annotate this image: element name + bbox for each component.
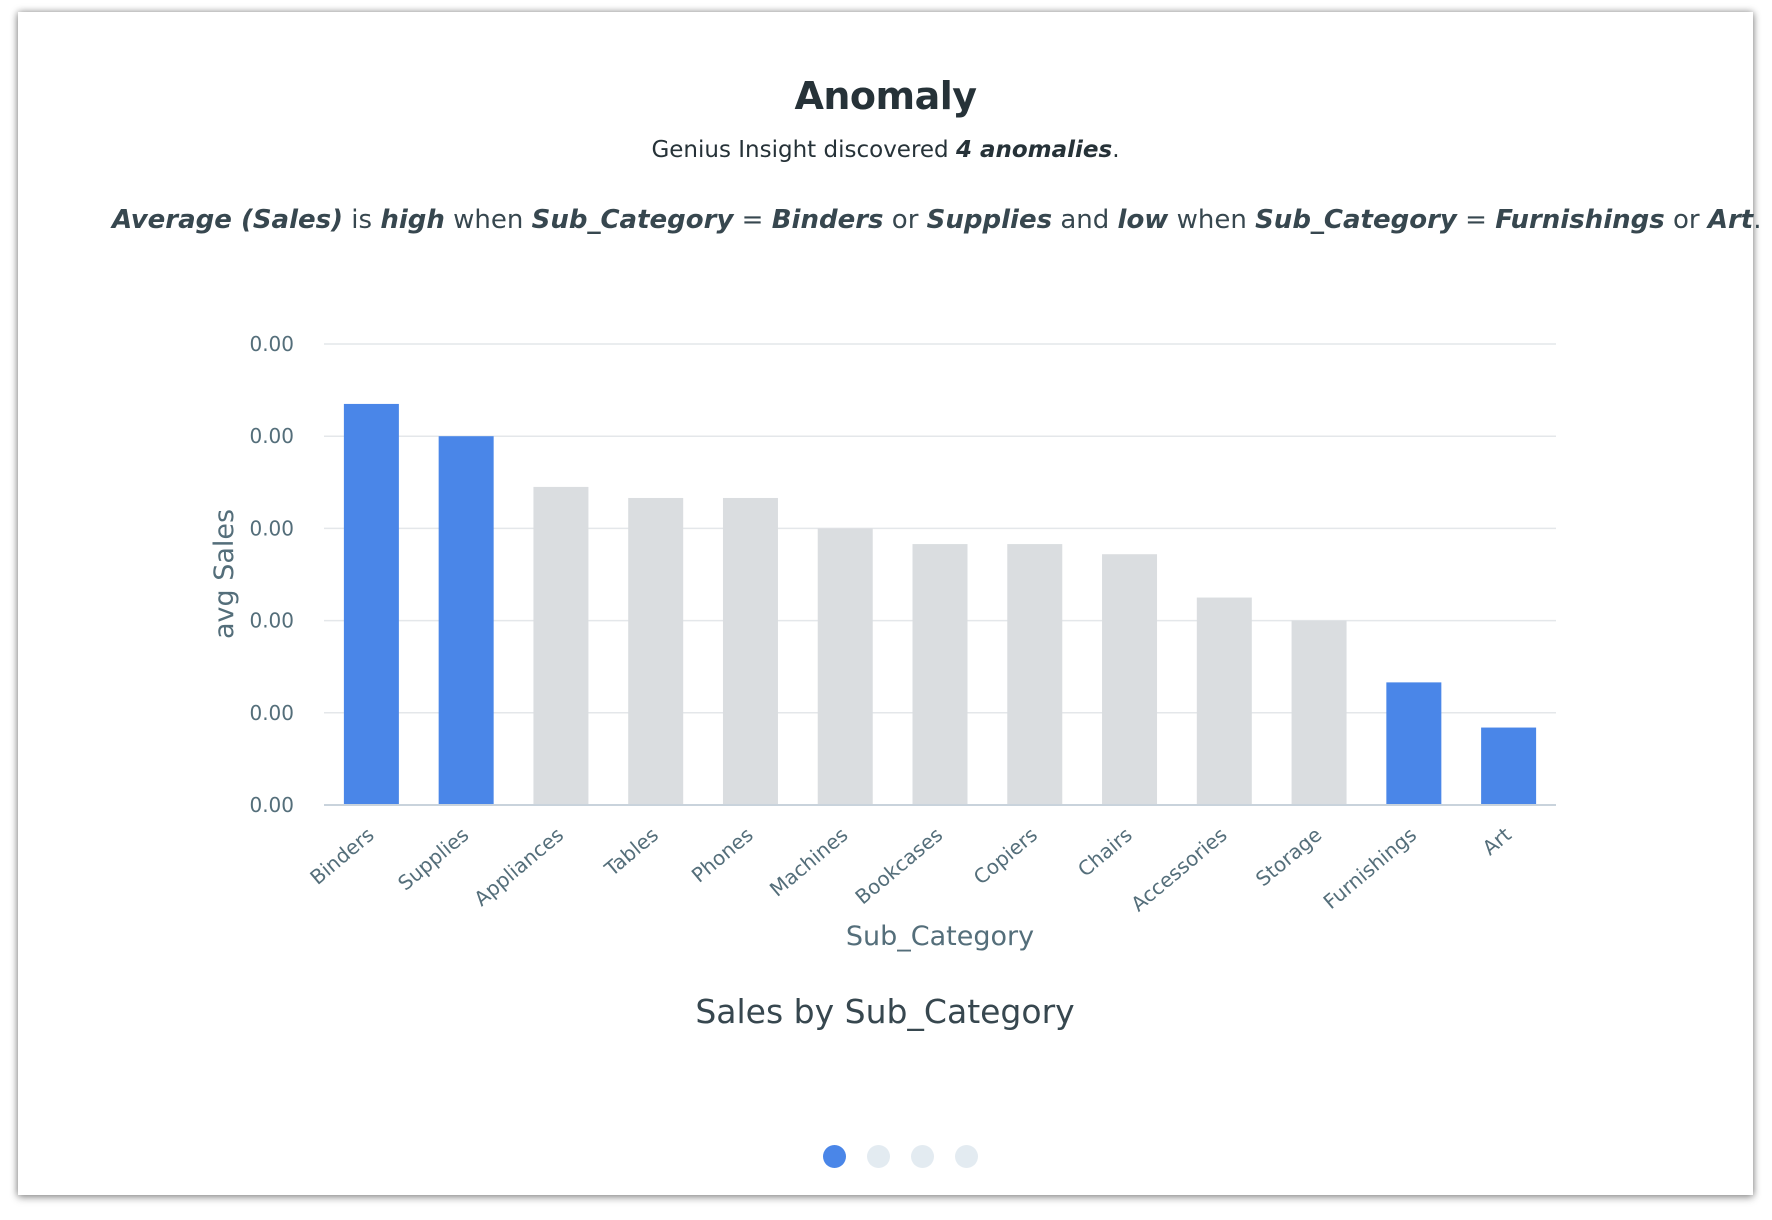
insight-text: or [1664, 205, 1708, 235]
y-tick-label: 0.00 [249, 516, 294, 540]
x-tick-label: Art [1478, 822, 1516, 860]
bar [817, 528, 873, 805]
bar [1291, 620, 1347, 805]
insight-text: = [733, 205, 772, 235]
bar [722, 497, 778, 805]
x-tick-label: Phones [687, 822, 758, 887]
y-tick-label: 0.00 [249, 793, 294, 817]
y-tick-label: 0.00 [249, 424, 294, 448]
card-title: Anomaly [794, 74, 977, 118]
insight-value: Supplies [926, 205, 1053, 235]
insight-dimension: Sub_Category [531, 205, 734, 235]
y-axis-title: avg Sales [209, 509, 240, 639]
subtitle-prefix: Genius Insight discovered [651, 137, 956, 163]
card-subtitle: Genius Insight discovered 4 anomalies. [18, 137, 1753, 163]
chart-title: Sales by Sub_Category [695, 992, 1074, 1031]
insight-text: is [343, 205, 381, 235]
insight-text: = [1456, 205, 1496, 235]
y-tick-label: 0.00 [249, 609, 294, 633]
x-tick-label: Binders [305, 822, 378, 889]
insight-value: Binders [771, 205, 884, 235]
x-tick-label: Chairs [1073, 822, 1137, 881]
bar [1007, 544, 1063, 805]
bar [1102, 554, 1158, 805]
x-tick-label: Copiers [969, 822, 1042, 889]
bar [438, 436, 494, 805]
x-tick-label: Furnishings [1319, 822, 1421, 913]
insight-text: . [1753, 205, 1762, 235]
insight-text: and [1052, 205, 1118, 235]
insight-text: when [1168, 205, 1256, 235]
bar [1481, 727, 1537, 805]
x-tick-label: Bookcases [850, 822, 947, 909]
x-tick-label: Supplies [393, 822, 473, 895]
insight-text: when [444, 205, 532, 235]
anomaly-card: Anomaly Genius Insight discovered 4 anom… [18, 12, 1762, 1195]
insight-value: Art [1707, 205, 1754, 235]
bar [343, 403, 399, 805]
bar [1386, 682, 1442, 805]
pagination-dot[interactable] [911, 1145, 934, 1168]
x-tick-label: Tables [599, 822, 663, 881]
insight-text: or [883, 205, 927, 235]
bar [628, 497, 684, 805]
x-tick-label: Appliances [469, 822, 568, 910]
x-axis-title: Sub_Category [846, 921, 1034, 952]
insight-measure: Average (Sales) [112, 205, 344, 235]
pagination-dots [823, 1145, 978, 1168]
insight-high: high [380, 205, 445, 235]
pagination-dot[interactable] [823, 1145, 846, 1168]
bar [533, 486, 589, 805]
anomaly-count: 4 anomalies [955, 137, 1113, 163]
insight-dimension: Sub_Category [1255, 205, 1457, 235]
insight-sentence: Average (Sales) is high when Sub_Categor… [112, 205, 1762, 235]
subtitle-suffix: . [1112, 137, 1120, 163]
x-tick-label: Machines [765, 822, 853, 901]
y-tick-label: 0.00 [249, 701, 294, 725]
insight-low: low [1117, 205, 1169, 235]
x-tick-label: Accessories [1126, 822, 1231, 916]
y-tick-label: 0.00 [249, 332, 294, 356]
pagination-dot[interactable] [867, 1145, 890, 1168]
pagination-dot[interactable] [955, 1145, 978, 1168]
x-tick-label: Storage [1251, 822, 1326, 891]
bar [1196, 597, 1252, 805]
bar [912, 544, 968, 805]
insight-value: Furnishings [1495, 205, 1665, 235]
